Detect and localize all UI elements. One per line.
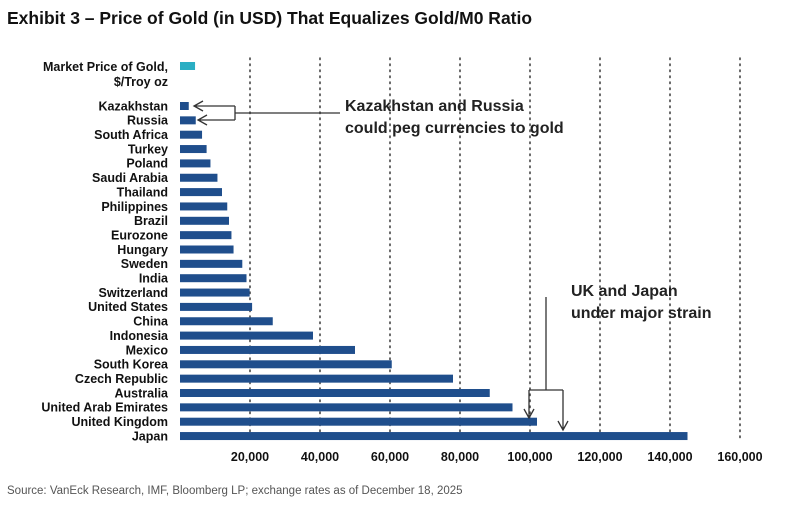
bar-united-kingdom [180, 417, 537, 426]
annotation-uk-jp-line2: under major strain [571, 305, 711, 322]
category-label-australia: Australia [115, 386, 170, 400]
bar-chart: Market Price of Gold,$/Troy oz Kazakhstan… [41, 57, 763, 464]
category-label-czech-republic: Czech Republic [75, 372, 168, 386]
annotation-kz-ru-bracket [234, 106, 340, 120]
bar-mexico [180, 345, 355, 354]
category-label-russia: Russia [127, 114, 169, 128]
x-tick-label: 120,000 [577, 450, 622, 464]
bar-eurozone [180, 231, 232, 240]
category-label-japan: Japan [132, 429, 168, 443]
bar-saudi-arabia [180, 173, 218, 182]
bar-czech-republic [180, 374, 453, 383]
category-label-china: China [133, 315, 169, 329]
bar-united-arab-emirates [180, 403, 513, 412]
annotation-uk-jp-line1: UK and Japan [571, 283, 678, 300]
category-label-poland: Poland [126, 157, 168, 171]
bar-australia [180, 389, 490, 397]
annotations: Kazakhstan and Russia could peg currenci… [192, 98, 711, 432]
x-tick-label: 100,000 [507, 450, 552, 464]
bar-united-states [180, 302, 253, 311]
annotation-uk-jp-arrow-japan [557, 390, 569, 432]
category-label-kazakhstan: Kazakhstan [99, 99, 168, 113]
x-tick-label: 80,000 [441, 450, 479, 464]
category-label-sweden: Sweden [121, 257, 168, 271]
bar-switzerland [180, 288, 250, 297]
market-label-line2: $/Troy oz [114, 75, 168, 89]
x-tick-label: 60,000 [371, 450, 409, 464]
annotation-kz-ru-arrow-russia [196, 114, 235, 126]
annotation-kz-ru-arrow-kazakhstan [192, 100, 235, 112]
bar-thailand [180, 188, 222, 197]
bars [180, 62, 688, 441]
category-label-hungary: Hungary [117, 243, 168, 257]
category-labels: Market Price of Gold,$/Troy oz Kazakhstan… [41, 60, 169, 443]
bar-sweden [180, 259, 243, 268]
category-label-philippines: Philippines [101, 200, 168, 214]
category-label-eurozone: Eurozone [111, 228, 168, 242]
bar-japan [180, 432, 688, 441]
bar-market-price [180, 62, 196, 70]
bar-philippines [180, 202, 228, 211]
x-tick-labels: 20,000 40,000 60,000 80,000 100,000 120,000 14… [231, 450, 763, 464]
bar-india [180, 274, 247, 283]
annotation-uk-jp-arrow-uk [523, 390, 535, 420]
category-label-united-kingdom: United Kingdom [71, 415, 168, 429]
category-label-thailand: Thailand [117, 185, 168, 199]
x-tick-label: 140,000 [647, 450, 692, 464]
category-label-saudi-arabia: Saudi Arabia [92, 171, 169, 185]
bar-south-africa [180, 130, 203, 139]
category-label-south-africa: South Africa [94, 128, 169, 142]
annotation-uk-jp-stem [529, 297, 563, 391]
chart-title: Exhibit 3 – Price of Gold (in USD) That … [7, 8, 533, 28]
bar-south-korea [180, 360, 392, 369]
category-label-united-arab-emirates: United Arab Emirates [41, 401, 168, 415]
category-label-indonesia: Indonesia [110, 329, 169, 343]
bar-turkey [180, 145, 207, 154]
annotation-kz-ru-line2: could peg currencies to gold [345, 120, 564, 137]
category-label-united-states: United States [88, 300, 168, 314]
bar-indonesia [180, 331, 313, 340]
annotation-kz-ru-line1: Kazakhstan and Russia [345, 98, 524, 115]
bar-china [180, 317, 273, 326]
category-label-south-korea: South Korea [94, 358, 169, 372]
x-tick-label: 20,000 [231, 450, 269, 464]
bar-poland [180, 159, 211, 168]
market-label-line1: Market Price of Gold, [43, 60, 168, 74]
category-label-mexico: Mexico [126, 343, 169, 357]
bar-brazil [180, 216, 229, 225]
category-label-turkey: Turkey [128, 142, 168, 156]
bar-kazakhstan [180, 102, 189, 110]
x-tick-label: 40,000 [301, 450, 339, 464]
category-label-switzerland: Switzerland [99, 286, 168, 300]
bar-hungary [180, 245, 234, 254]
category-label-brazil: Brazil [134, 214, 168, 228]
x-tick-label: 160,000 [717, 450, 762, 464]
bar-russia [180, 116, 196, 125]
category-label-india: India [139, 272, 169, 286]
source-note: Source: VanEck Research, IMF, Bloomberg … [7, 485, 463, 497]
